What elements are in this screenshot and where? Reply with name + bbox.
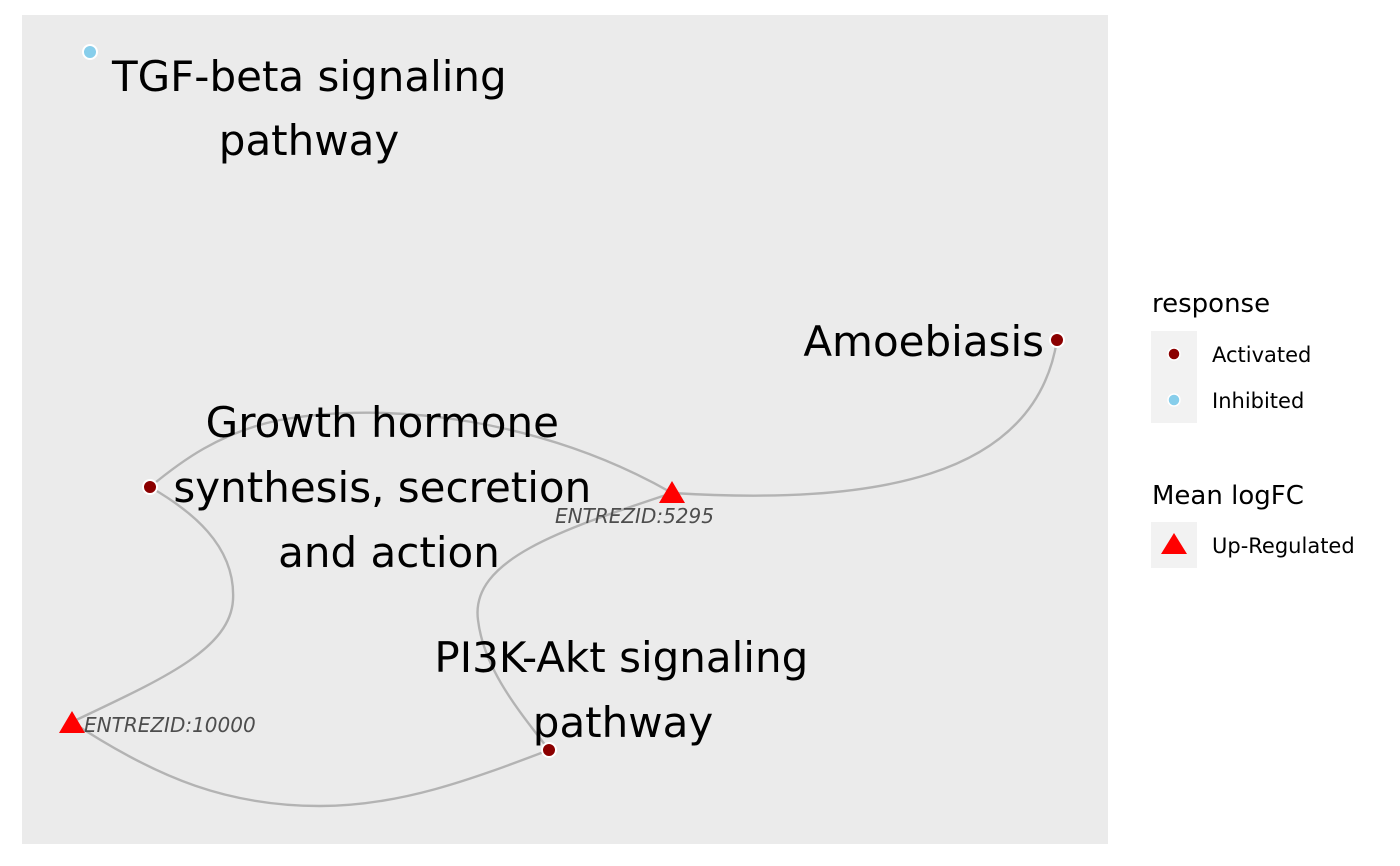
- edge-layer: [71, 339, 1059, 808]
- plot-panel: [22, 15, 1108, 844]
- label-growth-hormone-line-3: and action: [278, 528, 500, 577]
- edge-gene-10000-pi3k-akt: [71, 720, 550, 808]
- label-pi3k-akt-line-1: PI3K-Akt signaling: [434, 633, 808, 682]
- edge-gene-10000-growth-hormone: [71, 485, 235, 724]
- node-gene-entrezid-5295: [659, 481, 685, 503]
- label-pi3k-akt: PI3K-Akt signaling pathway: [434, 633, 821, 747]
- legend-label-inhibited: Inhibited: [1212, 389, 1304, 413]
- label-tgf-beta-line-2: pathway: [219, 116, 399, 165]
- node-growth-hormone-synthesis: [142, 479, 158, 495]
- label-growth-hormone: Growth hormone synthesis, secretion and …: [173, 398, 604, 577]
- label-growth-hormone-line-1: Growth hormone: [206, 398, 559, 447]
- legend-label-up-regulated: Up-Regulated: [1212, 534, 1355, 558]
- label-pi3k-akt-line-2: pathway: [533, 698, 713, 747]
- label-amoebiasis: Amoebiasis: [803, 317, 1044, 366]
- node-gene-entrezid-10000: [59, 711, 85, 733]
- legend-key-up-regulated-triangle: [1161, 533, 1187, 554]
- label-amoebiasis-line-1: Amoebiasis: [803, 317, 1044, 366]
- label-layer: TGF-beta signaling pathway Amoebiasis Gr…: [84, 52, 1044, 747]
- edge-gene-5295-growth-hormone: [149, 411, 673, 495]
- node-pi3k-akt-signaling-pathway: [541, 742, 557, 758]
- node-amoebiasis: [1049, 332, 1065, 348]
- node-tgf-beta-signaling-pathway: [82, 44, 98, 60]
- legend-title-mean-logfc: Mean logFC: [1152, 481, 1304, 511]
- node-layer: [59, 44, 1065, 758]
- legend-key-inhibited-dot: [1167, 393, 1181, 407]
- label-tgf-beta: TGF-beta signaling pathway: [111, 52, 520, 165]
- legend-key-activated-dot: [1167, 347, 1181, 361]
- legend: response Activated Inhibited Mean logFC …: [1151, 289, 1355, 568]
- legend-label-activated: Activated: [1212, 343, 1311, 367]
- edge-gene-5295-amoebiasis: [671, 339, 1059, 497]
- legend-title-response: response: [1152, 289, 1270, 319]
- label-growth-hormone-line-2: synthesis, secretion: [173, 463, 591, 512]
- edge-gene-5295-pi3k-akt: [476, 491, 673, 751]
- label-gene-entrezid-10000: ENTREZID:10000: [84, 713, 256, 737]
- label-tgf-beta-line-1: TGF-beta signaling: [111, 52, 507, 101]
- label-gene-entrezid-5295: ENTREZID:5295: [555, 504, 714, 528]
